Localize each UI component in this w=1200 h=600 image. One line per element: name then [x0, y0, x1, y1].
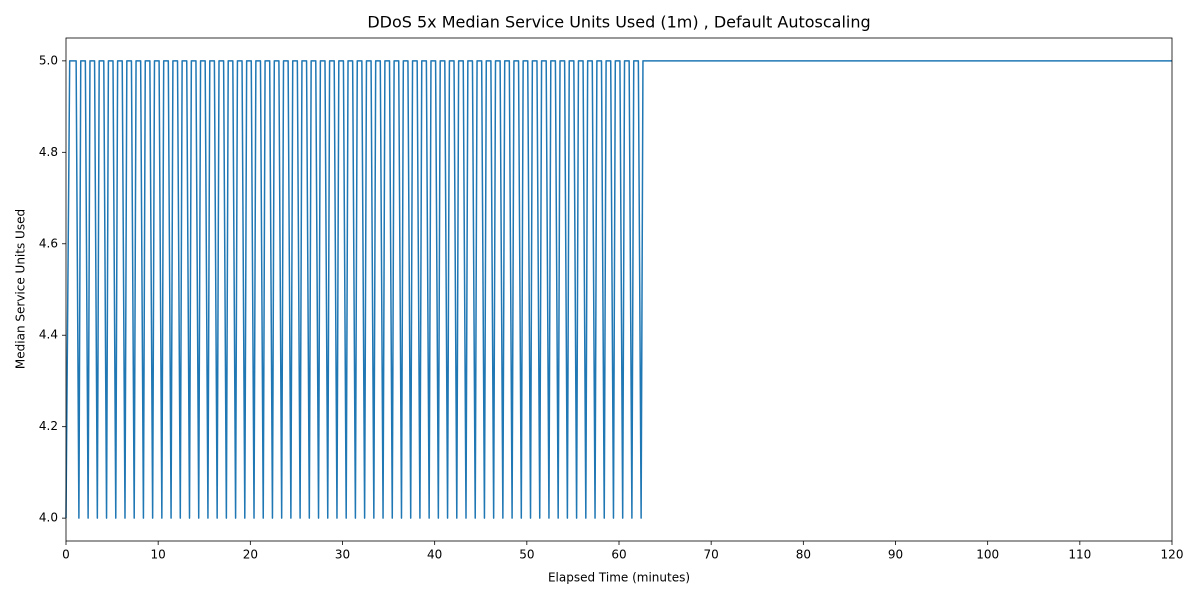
chart-title: DDoS 5x Median Service Units Used (1m) ,… — [367, 13, 870, 32]
x-axis-label: Elapsed Time (minutes) — [548, 571, 690, 585]
y-tick-label: 4.6 — [39, 236, 58, 250]
x-tick-label: 40 — [427, 548, 442, 562]
x-tick-label: 120 — [1161, 548, 1184, 562]
x-tick-label: 20 — [243, 548, 258, 562]
x-tick-label: 100 — [976, 548, 999, 562]
plot-frame — [65, 37, 1173, 542]
y-tick-label: 4.0 — [39, 511, 58, 525]
x-tick-label: 60 — [611, 548, 626, 562]
x-tick-label: 0 — [62, 548, 70, 562]
y-tick-label: 5.0 — [39, 53, 58, 67]
x-tick-label: 50 — [519, 548, 534, 562]
y-tick-label: 4.4 — [39, 328, 58, 342]
x-tick-label: 90 — [888, 548, 903, 562]
x-tick-label: 110 — [1068, 548, 1091, 562]
data-line — [65, 60, 1172, 519]
x-tick-label: 80 — [796, 548, 811, 562]
y-axis-label: Median Service Units Used — [14, 209, 28, 369]
y-tick-label: 4.8 — [39, 145, 58, 159]
x-tick-label: 10 — [151, 548, 166, 562]
x-tick-label: 70 — [704, 548, 719, 562]
x-tick-label: 30 — [335, 548, 350, 562]
y-tick-label: 4.2 — [39, 419, 58, 433]
